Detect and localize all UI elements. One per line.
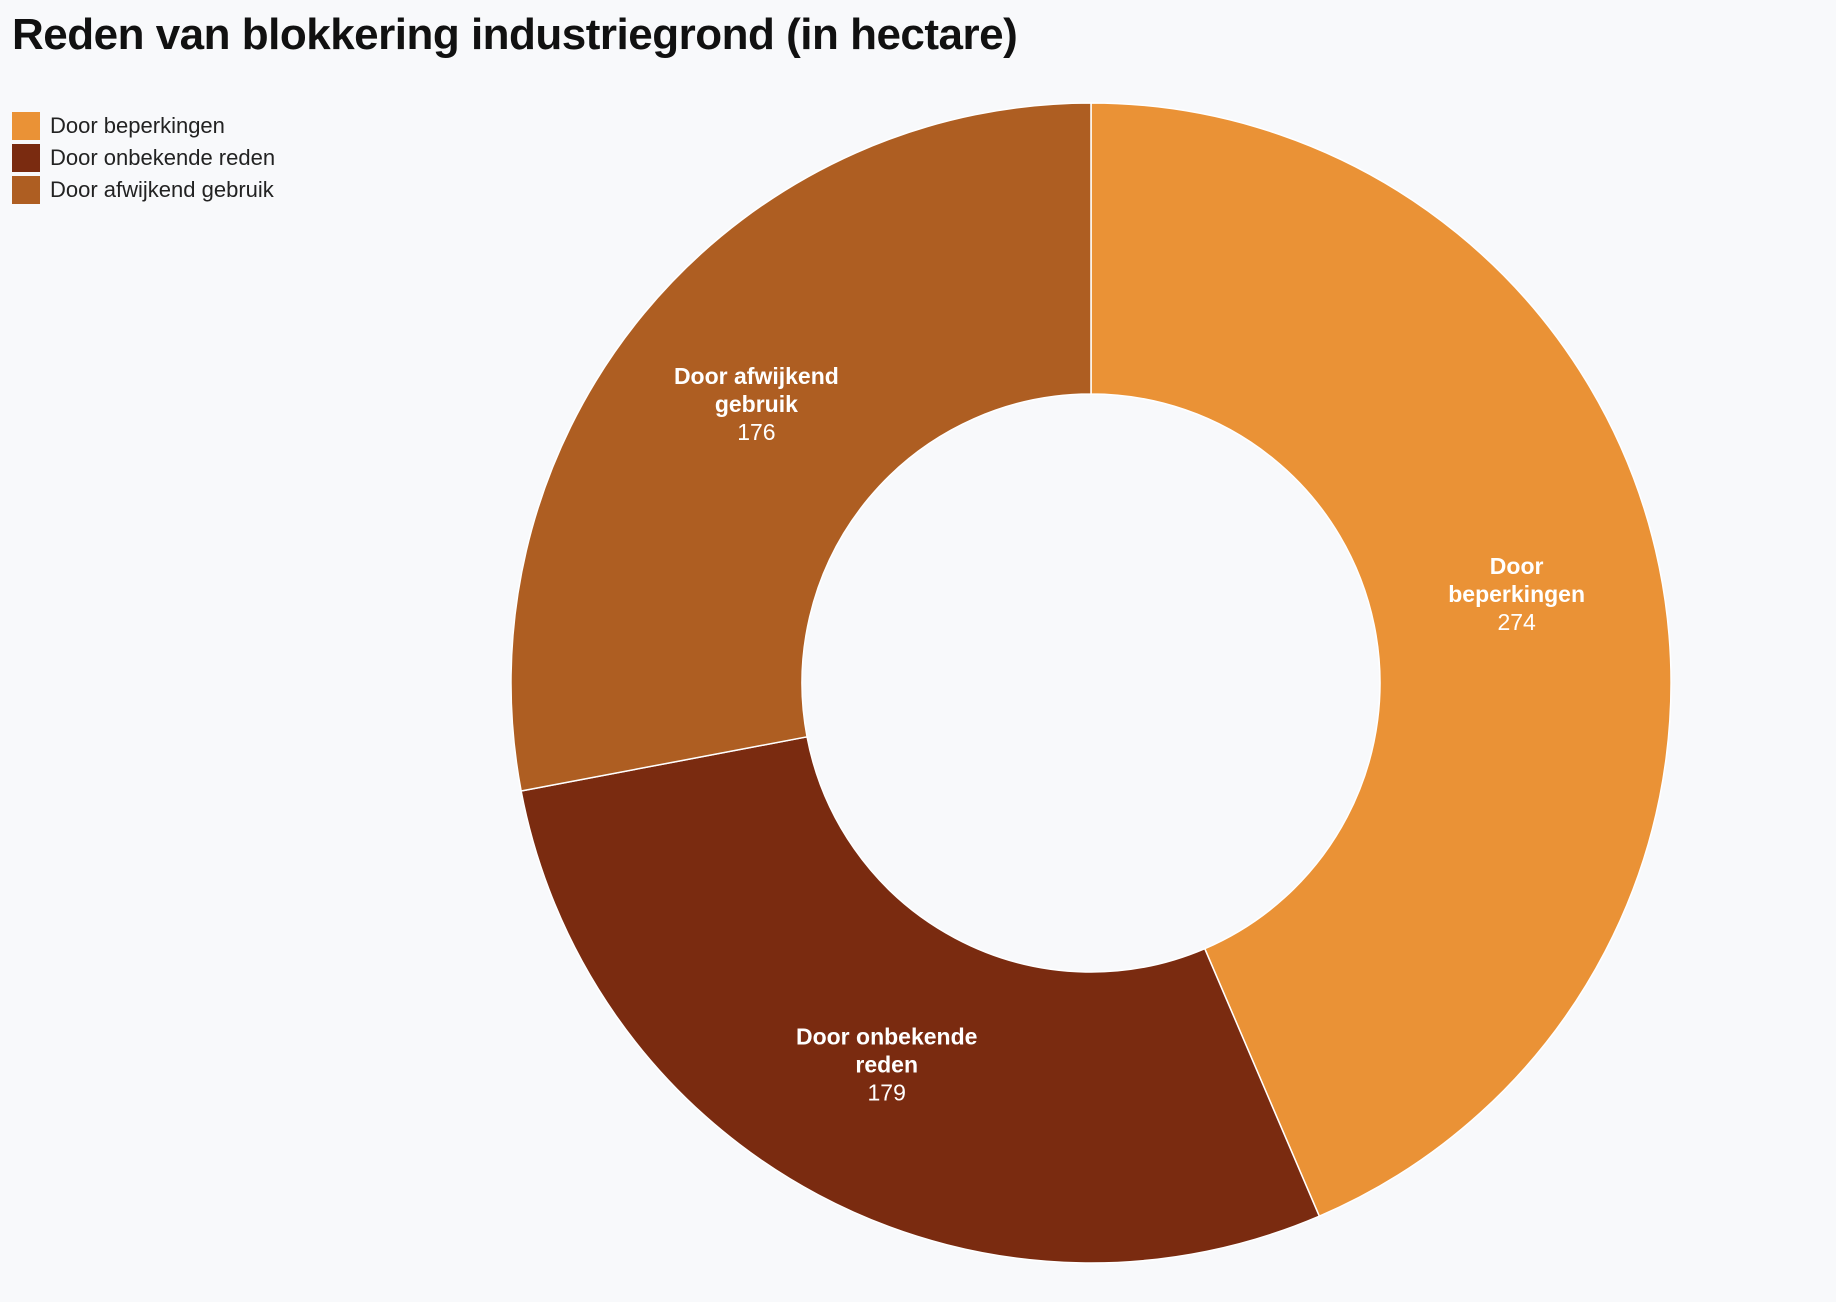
slice-beperkingen[interactable] [1090,102,1672,1218]
legend-item-afwijkend-gebruik[interactable]: Door afwijkend gebruik [12,174,275,206]
slice-onbekende-reden[interactable] [520,735,1321,1264]
legend-label-onbekende-reden: Door onbekende reden [50,145,276,170]
slice-name-afwijkend-gebruik-line-1: gebruik [715,391,798,417]
chart-legend: Door beperkingen Door onbekende reden Do… [12,110,275,206]
slice-name-onbekende-reden-line-0: Door onbekende [796,1024,977,1050]
legend-label-afwijkend-gebruik: Door afwijkend gebruik [50,177,274,202]
legend-item-beperkingen[interactable]: Door beperkingen [12,110,275,142]
slice-value-afwijkend-gebruik: 176 [737,419,775,445]
slice-value-beperkingen: 274 [1497,609,1536,635]
slice-value-onbekende-reden: 179 [868,1080,906,1106]
slice-name-afwijkend-gebruik-line-0: Door afwijkend [674,363,839,389]
legend-swatch-onbekende-reden [12,144,40,172]
legend-swatch-beperkingen [12,112,40,140]
slice-name-beperkingen-line-1: beperkingen [1448,581,1585,607]
slice-name-onbekende-reden-line-1: reden [855,1052,918,1078]
legend-label-beperkingen: Door beperkingen [50,113,225,138]
slice-name-beperkingen-line-0: Door [1490,553,1544,579]
legend-swatch-afwijkend-gebruik [12,176,40,204]
slice-afwijkend-gebruik[interactable] [510,102,1092,792]
legend-item-onbekende-reden[interactable]: Door onbekende reden [12,142,275,174]
chart-title: Reden van blokkering industriegrond (in … [12,10,1018,59]
